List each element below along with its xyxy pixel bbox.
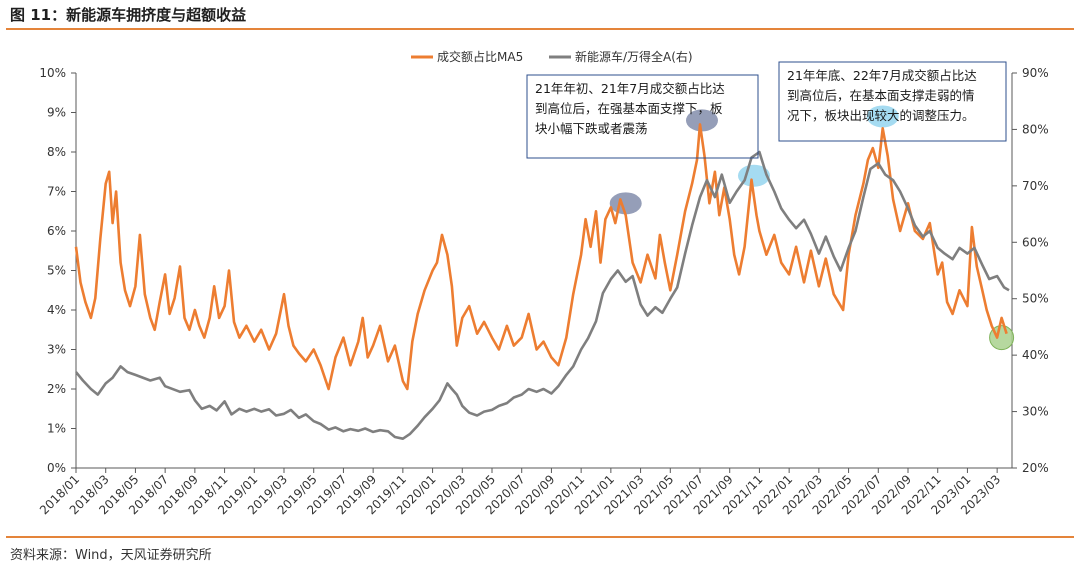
source-rule <box>6 536 1074 538</box>
y-left-tick-label: 4% <box>47 303 66 317</box>
y-left-tick-label: 6% <box>47 224 66 238</box>
highlight-marker <box>737 164 770 187</box>
y-left-tick-label: 3% <box>47 343 66 357</box>
y-left-tick-label: 9% <box>47 106 66 120</box>
y-right-tick-label: 20% <box>1022 461 1049 475</box>
figure-title: 图 11：新能源车拥挤度与超额收益 <box>10 6 247 24</box>
series-line-relative-index <box>74 150 1010 440</box>
chart-annotations: 21年年初、21年7月成交额占比达到高位后，在强基本面支撑下，板块小幅下跌或者震… <box>526 61 1007 159</box>
legend-label: 成交额占比MA5 <box>437 49 523 64</box>
annotation-text-line: 块小幅下跌或者震荡 <box>535 121 648 136</box>
y-right-tick-label: 90% <box>1022 66 1049 80</box>
title-rule <box>6 28 1074 30</box>
y-left-tick-label: 8% <box>47 145 66 159</box>
annotation-text-line: 到高位后，在强基本面支撑下，板 <box>535 101 723 116</box>
annotation-text-line: 21年年底、22年7月成交额占比达 <box>787 68 977 83</box>
y-right-tick-label: 40% <box>1022 348 1049 362</box>
legend-label: 新能源车/万得全A(右) <box>575 49 693 64</box>
series-line-turnover-ratio <box>74 123 1008 391</box>
annotation-box <box>778 61 1007 142</box>
y-left-tick-label: 2% <box>47 382 66 396</box>
y-right-tick-label: 60% <box>1022 235 1049 249</box>
y-right-tick-label: 50% <box>1022 292 1049 306</box>
y-right-tick-label: 70% <box>1022 179 1049 193</box>
chart-series <box>74 123 1010 440</box>
y-left-tick-label: 0% <box>47 461 66 475</box>
y-left-tick-label: 10% <box>39 66 66 80</box>
figure-source: 资料来源：Wind，天风证券研究所 <box>10 548 212 563</box>
y-left-tick-label: 5% <box>47 264 66 278</box>
highlight-marker <box>609 192 642 215</box>
highlight-marker <box>685 109 718 132</box>
annotation-text-line: 21年年初、21年7月成交额占比达 <box>535 81 725 96</box>
y-left-tick-label: 1% <box>47 422 66 436</box>
y-right-tick-label: 80% <box>1022 122 1049 136</box>
annotation-box <box>526 74 759 159</box>
y-right-tick-label: 30% <box>1022 405 1049 419</box>
y-left-tick-label: 7% <box>47 185 66 199</box>
highlight-marker <box>866 105 899 128</box>
annotation-text-line: 到高位后，在基本面支撑走弱的情 <box>787 88 975 103</box>
chart-legend: 成交额占比MA5 新能源车/万得全A(右) <box>411 49 693 64</box>
annotation-text-line: 况下，板块出现较大的调整压力。 <box>787 108 975 123</box>
